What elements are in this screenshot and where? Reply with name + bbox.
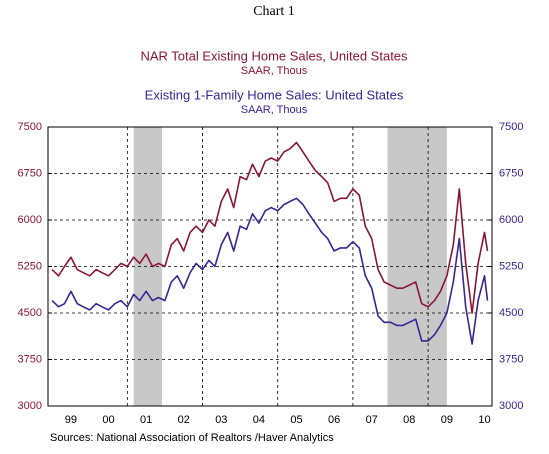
x-tick-label: 05 [290, 414, 302, 426]
x-tick-label: 00 [102, 414, 114, 426]
y-tick-label: 4500 [18, 307, 42, 319]
x-tick-label: 06 [328, 414, 340, 426]
y-tick-label: 6000 [18, 214, 42, 226]
x-tick-label: 09 [441, 414, 453, 426]
source: Sources: National Association of Realtor… [50, 432, 334, 444]
y2-tick-label: 3750 [499, 353, 523, 365]
x-tick-label: 08 [403, 414, 415, 426]
x-tick-label: 04 [253, 414, 265, 426]
y-tick-label: 6750 [18, 167, 42, 179]
y2-tick-label: 3000 [499, 400, 523, 412]
y2-tick-label: 7500 [499, 121, 523, 133]
y2-tick-label: 4500 [499, 307, 523, 319]
subtitle-1: SAAR, Thous [241, 65, 308, 77]
x-tick-label: 02 [178, 414, 190, 426]
x-tick-label: 01 [140, 414, 152, 426]
y-tick-label: 5250 [18, 260, 42, 272]
y2-tick-label: 6750 [499, 167, 523, 179]
y-tick-label: 3000 [18, 400, 42, 412]
x-tick-label: 03 [215, 414, 227, 426]
series-line [51, 197, 489, 345]
chart-header: Chart 1 [253, 4, 295, 19]
subtitle-2: SAAR, Thous [241, 104, 308, 116]
x-tick-label: 99 [65, 414, 77, 426]
y-tick-label: 3750 [18, 353, 42, 365]
y2-tick-label: 5250 [499, 260, 523, 272]
title-2: Existing 1-Family Home Sales: United Sta… [145, 87, 404, 102]
title-1: NAR Total Existing Home Sales, United St… [140, 48, 408, 63]
plot-frame [47, 126, 493, 407]
series-line [51, 141, 489, 314]
y2-tick-label: 6000 [499, 214, 523, 226]
y-tick-label: 7500 [18, 121, 42, 133]
x-tick-label: 10 [478, 414, 490, 426]
x-tick-label: 07 [366, 414, 378, 426]
